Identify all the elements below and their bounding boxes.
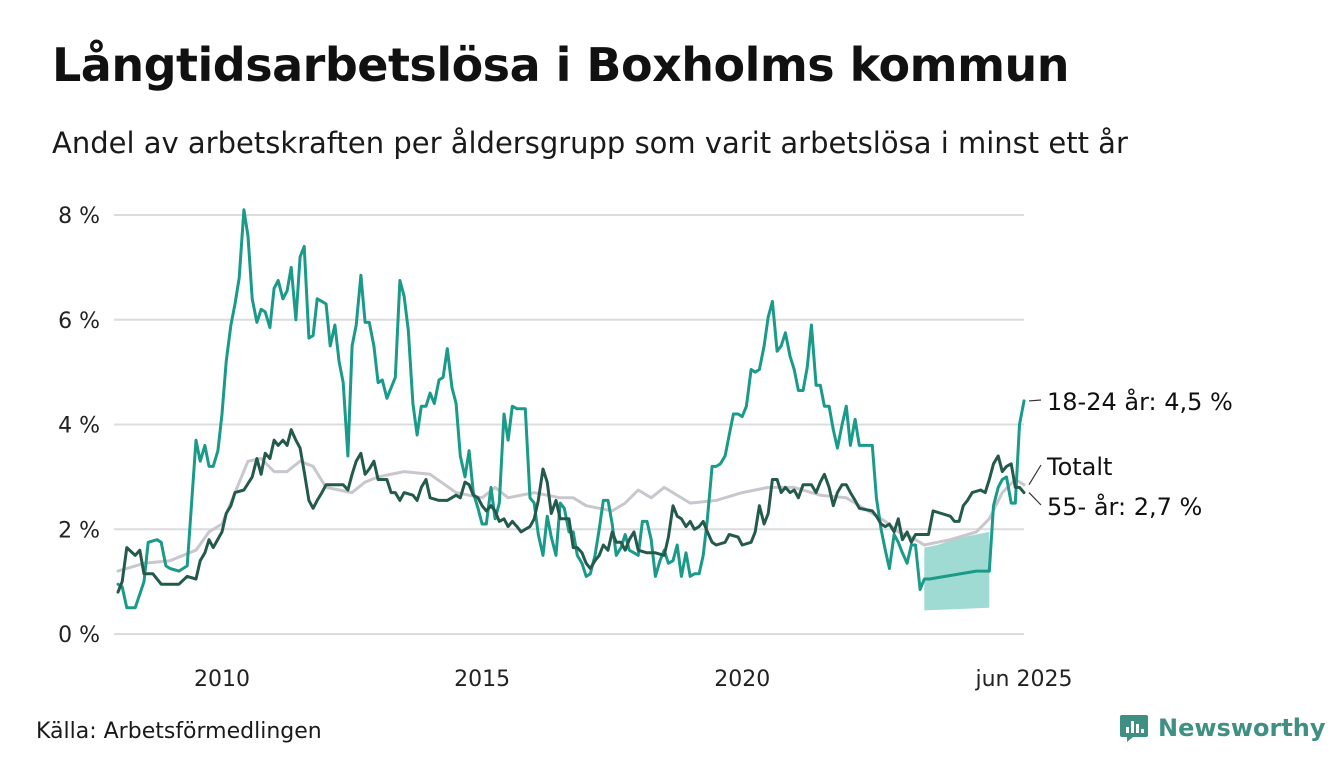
series-end-label: Totalt bbox=[1046, 453, 1112, 481]
brand-name: Newsworthy bbox=[1158, 714, 1326, 742]
y-tick-label: 4 % bbox=[58, 414, 100, 439]
brand-logo[interactable]: Newsworthy bbox=[1119, 713, 1326, 743]
series-line-55-r bbox=[116, 428, 1026, 594]
uncertainty-band bbox=[924, 531, 990, 611]
series-end-label: 18-24 år: 4,5 % bbox=[1047, 387, 1233, 416]
series-line-18-24-r bbox=[116, 208, 1026, 610]
series-end-label: 55- år: 2,7 % bbox=[1047, 492, 1202, 521]
x-tick-label: jun 2025 bbox=[975, 667, 1073, 692]
y-tick-label: 0 % bbox=[58, 623, 100, 648]
y-axis-ticks: 0 % 2 % 4 % 6 % 8 % bbox=[58, 204, 100, 648]
y-tick-label: 8 % bbox=[58, 204, 100, 229]
label-leader-line bbox=[1028, 399, 1042, 402]
x-tick-label: 2010 bbox=[194, 667, 250, 692]
x-tick-label: 2015 bbox=[454, 667, 510, 692]
confidence-band bbox=[924, 531, 990, 611]
chart-bubble-icon bbox=[1120, 715, 1148, 742]
x-tick-label: 2020 bbox=[714, 667, 770, 692]
y-tick-label: 6 % bbox=[58, 309, 100, 334]
gridlines bbox=[114, 214, 1024, 635]
page-title: Långtidsarbetslösa i Boxholms kommun bbox=[52, 38, 1070, 92]
label-leader-line bbox=[1028, 492, 1042, 506]
source-note: Källa: Arbetsförmedlingen bbox=[36, 719, 322, 744]
series-end-labels: Totalt 18-24 år: 4,5 % 55- år: 2,7 % bbox=[1028, 387, 1233, 521]
series-lines bbox=[116, 208, 1026, 610]
x-axis-ticks: 2010 2015 2020 jun 2025 bbox=[194, 667, 1072, 692]
label-leader-line bbox=[1028, 464, 1042, 486]
page-subtitle: Andel av arbetskraften per åldersgrupp s… bbox=[52, 126, 1128, 160]
y-tick-label: 2 % bbox=[58, 518, 100, 543]
